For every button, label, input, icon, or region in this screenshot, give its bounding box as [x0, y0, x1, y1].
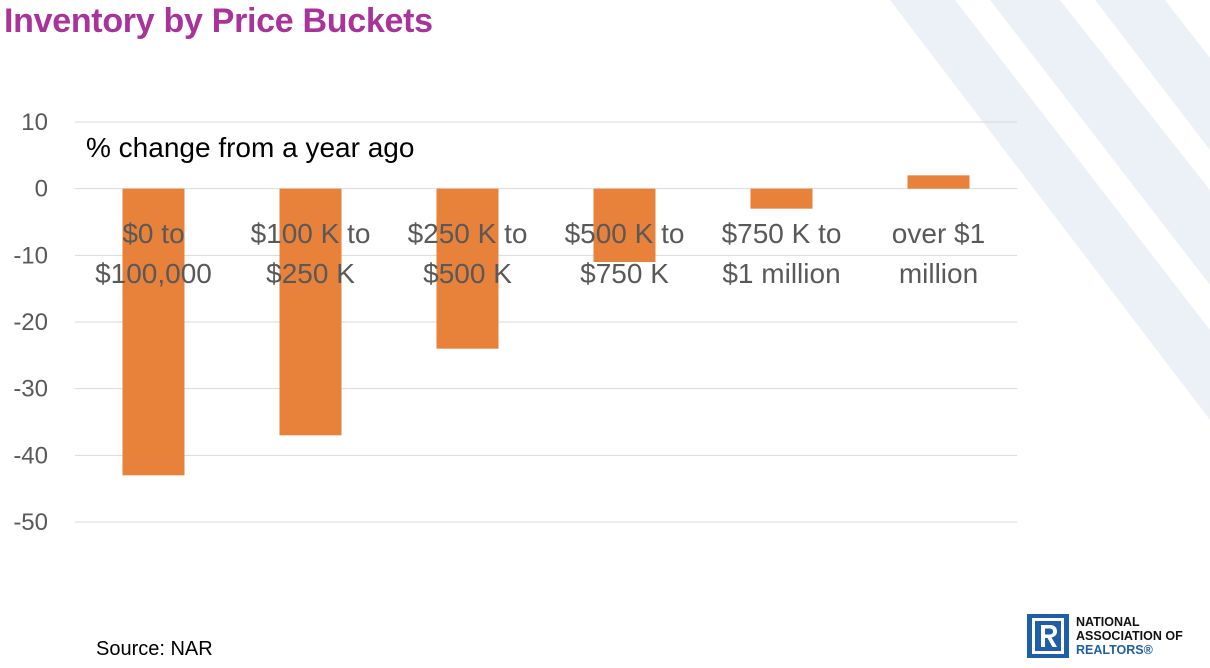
- category-label: $100 K to: [251, 218, 371, 249]
- realtor-r-logo-icon: [1027, 614, 1069, 658]
- y-tick-label: 10: [21, 109, 48, 136]
- y-tick-label: -30: [13, 376, 48, 403]
- category-label: $100,000: [95, 258, 212, 289]
- y-tick-label: 0: [35, 176, 48, 203]
- category-label: $250 K to: [408, 218, 528, 249]
- category-label: $500 K to: [565, 218, 685, 249]
- bar: [593, 188, 656, 262]
- nar-logo: NATIONAL ASSOCIATION OF REALTORS®: [1027, 614, 1207, 660]
- category-label: $750 K: [580, 258, 669, 289]
- chart-subtitle: % change from a year ago: [86, 132, 414, 163]
- bar: [750, 188, 813, 209]
- category-label: $500 K: [423, 258, 512, 289]
- category-label: million: [899, 258, 978, 289]
- logo-line-3: REALTORS®: [1076, 643, 1153, 657]
- source-note: Source: NAR: [96, 638, 213, 660]
- bar: [122, 188, 185, 476]
- y-tick-label: -40: [13, 442, 48, 469]
- y-tick-label: -20: [13, 309, 48, 336]
- bar: [436, 188, 499, 349]
- category-label: $0 to: [122, 218, 184, 249]
- logo-line-2: ASSOCIATION OF: [1076, 629, 1183, 643]
- category-label: $1 million: [722, 258, 840, 289]
- y-tick-label: -10: [13, 242, 48, 269]
- page-title: Inventory by Price Buckets: [4, 2, 433, 40]
- category-label: $250 K: [266, 258, 355, 289]
- category-label: $750 K to: [722, 218, 842, 249]
- category-label: over $1: [892, 218, 985, 249]
- bar: [279, 188, 342, 436]
- bar: [907, 175, 970, 189]
- logo-line-1: NATIONAL: [1076, 615, 1140, 629]
- y-tick-label: -50: [13, 509, 48, 536]
